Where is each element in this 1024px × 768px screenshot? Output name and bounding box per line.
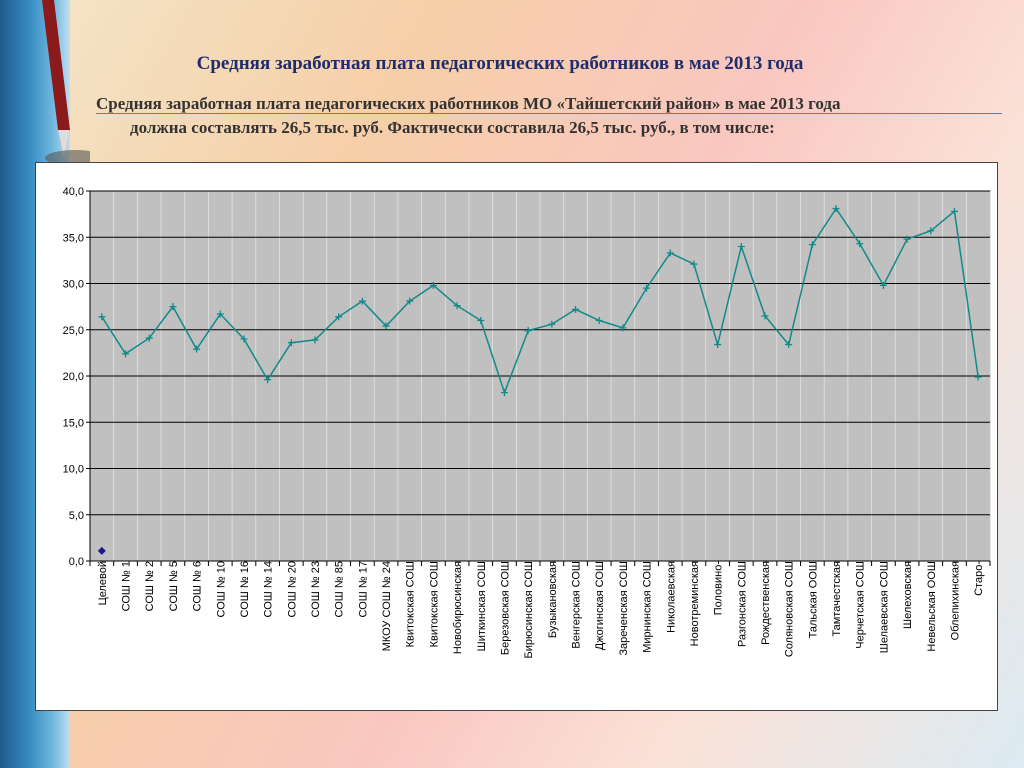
- x-tick-label: Бузыкановская: [547, 561, 559, 638]
- x-tick-label: СОШ № 1: [121, 561, 133, 611]
- marker: [666, 249, 674, 257]
- marker: [122, 350, 130, 358]
- x-tick-label: Джогинская СОШ: [594, 561, 606, 650]
- x-tick-label: МКОУ СОШ № 24: [381, 561, 393, 651]
- y-tick-label: 5,0: [69, 510, 84, 522]
- x-tick-label: СОШ № 5: [168, 561, 180, 611]
- y-tick-label: 25,0: [63, 325, 84, 337]
- x-tick-label: Новотреминская: [689, 561, 701, 646]
- marker: [429, 281, 437, 289]
- marker: [97, 546, 106, 555]
- x-tick-label: Николаевская: [665, 561, 677, 633]
- x-tick-label: СОШ № 17: [357, 561, 369, 618]
- marker: [832, 205, 840, 213]
- x-tick-label: СОШ № 6: [192, 561, 204, 611]
- marker: [358, 297, 366, 305]
- x-tick-label: Новобирюсинская: [452, 561, 464, 654]
- x-tick-label: Облепихинская: [949, 561, 961, 640]
- marker: [287, 339, 295, 347]
- x-tick-label: СОШ № 85: [334, 561, 346, 618]
- marker: [524, 327, 532, 335]
- marker: [737, 243, 745, 250]
- y-tick-label: 30,0: [63, 279, 84, 291]
- marker: [311, 336, 319, 344]
- x-tick-label: Целевой: [97, 561, 109, 605]
- marker: [193, 345, 201, 353]
- marker: [595, 317, 603, 324]
- marker: [643, 284, 651, 292]
- x-tick-label: Невельская ООШ: [926, 561, 938, 652]
- series-line: [101, 207, 979, 395]
- marker: [974, 373, 982, 381]
- marker: [98, 313, 106, 321]
- marker: [500, 389, 508, 397]
- x-tick-label: СОШ № 20: [286, 561, 298, 618]
- marker: [856, 240, 864, 248]
- marker: [950, 207, 958, 215]
- x-tick-label: Бирюсинская СОШ: [523, 561, 535, 658]
- marker: [785, 341, 793, 349]
- y-tick-label: 0,0: [69, 556, 84, 568]
- subtitle-line: Средняя заработная плата педагогических …: [96, 94, 841, 113]
- marker: [406, 297, 414, 305]
- x-tick-label: Квитокская СОШ: [428, 561, 440, 647]
- marker: [335, 313, 343, 321]
- marker: [216, 310, 224, 318]
- marker: [477, 317, 485, 324]
- x-tick-label: Половино-: [713, 561, 725, 616]
- marker: [927, 227, 935, 235]
- x-tick-label: СОШ № 14: [263, 561, 275, 618]
- y-tick-label: 15,0: [63, 417, 84, 429]
- title: Средняя заработная плата педагогических …: [196, 53, 804, 74]
- marker: [264, 376, 272, 384]
- marker: [572, 305, 580, 313]
- y-tick-label: 40,0: [63, 186, 84, 198]
- marker: [548, 320, 556, 328]
- x-tick-label: Березовская СОШ: [499, 561, 511, 655]
- y-tick-label: 35,0: [63, 232, 84, 244]
- marker: [453, 302, 461, 310]
- x-tick-label: Венгерская СОШ: [571, 561, 583, 649]
- x-tick-label: Шиткинская СОШ: [476, 561, 488, 651]
- marker: [761, 312, 769, 320]
- x-tick-label: Черчетская СОШ: [855, 561, 867, 649]
- marker: [690, 260, 698, 268]
- x-tick-label: Зареченская СОШ: [618, 561, 630, 656]
- marker: [240, 335, 248, 343]
- x-tick-label: СОШ № 10: [215, 561, 227, 618]
- marker: [808, 241, 816, 249]
- y-tick-label: 20,0: [63, 371, 84, 383]
- x-tick-label: Старо-: [973, 561, 985, 596]
- pen-decoration: [42, 0, 90, 165]
- chart: 0,0 5,0 10,0 15,0 20,0 25,0 30,0 35,0 40,0 Целево…: [63, 186, 991, 658]
- x-tick-label: Тамтачестская: [831, 561, 843, 637]
- marker: [169, 303, 177, 311]
- x-tick-label: Разгонская СОШ: [736, 561, 748, 647]
- x-tick-label: СОШ № 2: [144, 561, 156, 611]
- y-tick-label: 10,0: [63, 464, 84, 476]
- subtitle-line: должна составлять 26,5 тыс. руб. Фактиче…: [130, 118, 775, 137]
- x-tick-label: Шелеховская: [902, 561, 914, 629]
- marker: [382, 322, 390, 330]
- marker: [879, 281, 887, 289]
- x-tick-label: Квитокская СОШ: [405, 561, 417, 647]
- x-tick-label: Тальская ООШ: [807, 561, 819, 638]
- x-tick-label: Мирнинская СОШ: [642, 561, 654, 653]
- marker: [145, 334, 153, 342]
- x-tick-label: Шелаевская СОШ: [878, 561, 890, 653]
- x-tick-label: СОШ № 23: [310, 561, 322, 618]
- chart-box: 0,0 5,0 10,0 15,0 20,0 25,0 30,0 35,0 40,0 Целево…: [35, 162, 998, 711]
- marker: [714, 341, 722, 349]
- marker: [903, 235, 911, 243]
- marker: [619, 324, 627, 332]
- x-tick-label: Соляновская СОШ: [784, 561, 796, 657]
- x-tick-label: СОШ № 16: [239, 561, 251, 618]
- rule: [96, 113, 1002, 114]
- x-tick-label: Рождественская: [760, 561, 772, 645]
